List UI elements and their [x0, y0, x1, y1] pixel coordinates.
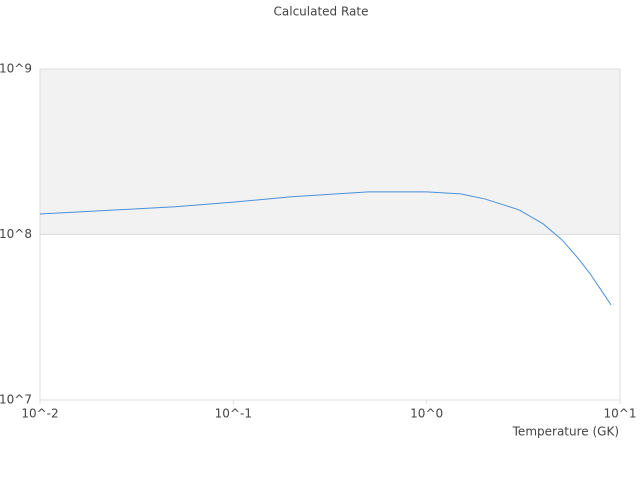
plot-band	[40, 69, 620, 235]
chart-title: Calculated Rate	[274, 5, 369, 19]
x-tick-label: 10^1	[604, 407, 637, 421]
y-tick-label: 10^8	[0, 227, 32, 241]
x-axis-label: Temperature (GK)	[512, 425, 619, 439]
x-tick-label: 10^0	[410, 407, 443, 421]
data-line	[39, 191, 612, 306]
x-tick-label: 10^-2	[21, 407, 58, 421]
y-tick-label: 10^7	[0, 393, 32, 407]
y-tick-label: 10^9	[0, 62, 32, 76]
x-tick-label: 10^-1	[215, 407, 252, 421]
